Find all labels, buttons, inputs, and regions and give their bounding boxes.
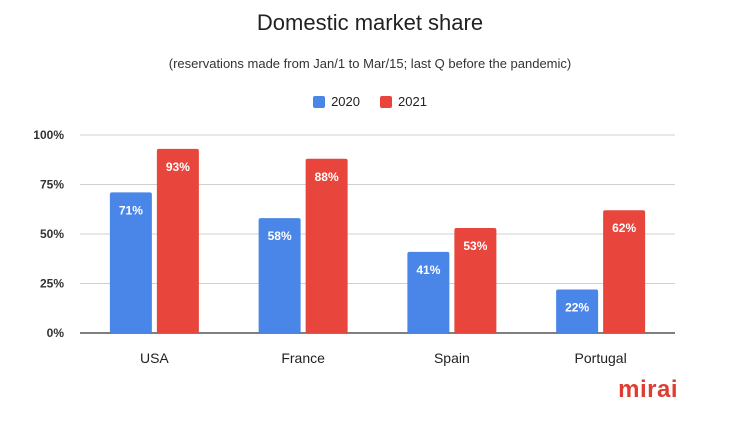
y-tick-label: 0% [47, 326, 65, 340]
bar-2021-spain [454, 228, 497, 333]
x-tick-label: Portugal [575, 350, 627, 366]
legend-item-2020: 2020 [313, 94, 360, 109]
y-tick-label: 100% [33, 128, 64, 142]
data-label: 71% [119, 203, 143, 217]
legend-item-2021: 2021 [380, 94, 427, 109]
y-tick-label: 25% [40, 277, 64, 291]
mirai-logo: mirai [618, 376, 678, 403]
x-tick-label: France [281, 350, 325, 366]
bar-2020-france [258, 218, 301, 333]
chart-subtitle: (reservations made from Jan/1 to Mar/15;… [168, 56, 572, 71]
data-label: 58% [268, 229, 292, 243]
data-label: 41% [416, 263, 440, 277]
x-tick-label: Spain [434, 350, 470, 366]
bar-2021-usa [156, 148, 199, 333]
bar-2021-france [305, 158, 348, 333]
data-label: 22% [565, 300, 589, 314]
y-tick-label: 50% [40, 227, 64, 241]
chart-title: Domestic market share [256, 10, 484, 35]
y-tick-label: 75% [40, 178, 64, 192]
data-label: 62% [612, 221, 636, 235]
x-tick-label: USA [140, 350, 169, 366]
bar-2020-usa [109, 192, 152, 333]
legend-swatch-2021 [380, 95, 392, 108]
bar-2020-portugal [556, 289, 599, 333]
legend-swatch-2020 [313, 95, 326, 108]
legend-label-2020: 2020 [331, 94, 360, 109]
data-label: 88% [315, 170, 339, 184]
data-label: 53% [463, 239, 487, 253]
data-label: 93% [166, 160, 190, 174]
legend: 2020 2021 [0, 94, 740, 109]
bar-2020-spain [407, 251, 450, 333]
bar-2021-portugal [603, 210, 646, 333]
legend-label-2021: 2021 [398, 94, 427, 109]
